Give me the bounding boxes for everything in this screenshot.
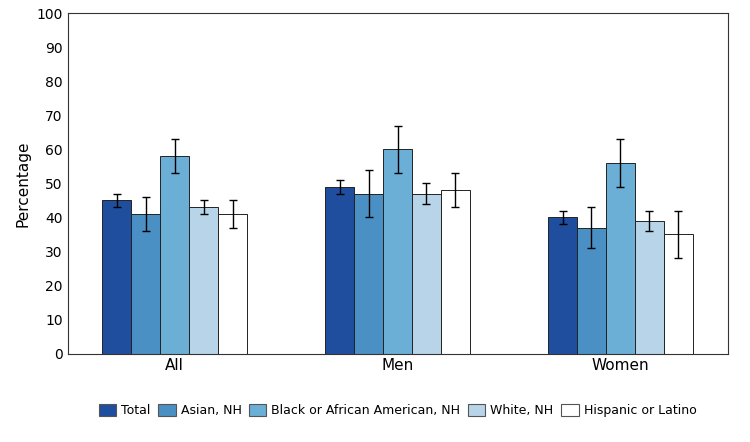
Bar [548, 217, 577, 354]
Y-axis label: Percentage: Percentage [16, 140, 31, 227]
Bar [218, 214, 247, 354]
Bar [160, 156, 189, 354]
Bar [102, 200, 131, 354]
Bar [383, 149, 412, 354]
Bar [325, 187, 354, 354]
Legend: Total, Asian, NH, Black or African American, NH, White, NH, Hispanic or Latino: Total, Asian, NH, Black or African Ameri… [94, 399, 701, 422]
Bar [577, 228, 606, 354]
Bar [635, 221, 664, 354]
Bar [606, 163, 635, 354]
Bar [189, 207, 218, 354]
Bar [441, 190, 470, 354]
Bar [131, 214, 160, 354]
Bar [664, 234, 693, 354]
Bar [412, 194, 441, 354]
Bar [354, 194, 383, 354]
